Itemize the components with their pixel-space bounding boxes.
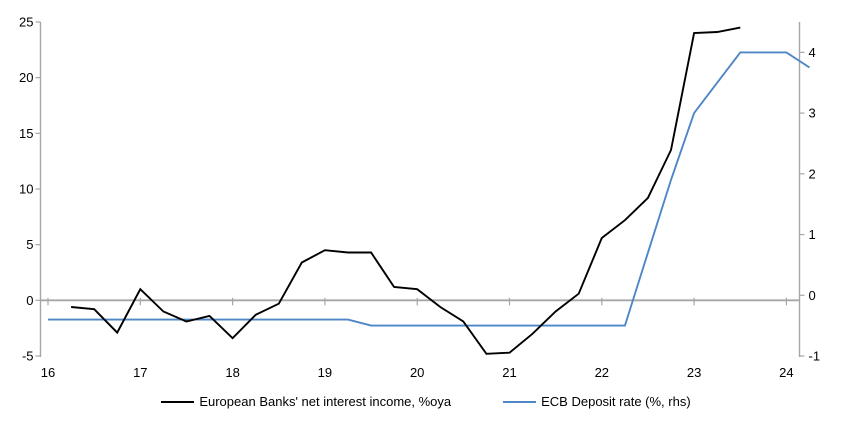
right-axis-tick-label: 1 [809, 227, 816, 242]
x-axis-tick-label: 22 [595, 365, 609, 380]
right-axis-tick-label: -1 [809, 349, 821, 364]
legend-label-net-interest-income: European Banks' net interest income, %oy… [199, 394, 452, 409]
left-axis-tick-label: 25 [19, 15, 33, 30]
left-axis-tick-label: -5 [22, 349, 34, 364]
blue-line-swatch [503, 400, 537, 403]
right-axis-tick-label: 0 [809, 288, 816, 303]
series-line-ecb-deposit-rate [48, 51, 811, 327]
x-axis-tick-label: 24 [779, 365, 793, 380]
right-axis-tick-label: 3 [809, 106, 816, 121]
black-line-swatch [161, 400, 195, 403]
x-axis-tick-label: 23 [687, 365, 701, 380]
x-axis-tick-label: 17 [133, 365, 147, 380]
left-axis-tick-label: 0 [26, 293, 33, 308]
x-axis-tick-label: 18 [225, 365, 239, 380]
left-axis-tick-label: 5 [26, 237, 33, 252]
x-axis-tick-label: 20 [410, 365, 424, 380]
legend-label-ecb-deposit-rate: ECB Deposit rate (%, rhs) [541, 394, 691, 409]
right-axis-tick-label: 2 [809, 166, 816, 181]
x-axis-tick-label: 19 [318, 365, 332, 380]
legend-item-net-interest-income: European Banks' net interest income, %oy… [161, 394, 451, 409]
legend: European Banks' net interest income, %oy… [0, 394, 852, 409]
left-axis-tick-label: 10 [19, 182, 33, 197]
left-axis-tick-label: 20 [19, 70, 33, 85]
series-line-net-interest-income [71, 26, 741, 355]
right-axis-tick-label: 4 [809, 45, 816, 60]
left-axis-tick-label: 15 [19, 126, 33, 141]
x-axis-tick-label: 21 [502, 365, 516, 380]
x-axis-tick-label: 16 [41, 365, 55, 380]
legend-item-ecb-deposit-rate: ECB Deposit rate (%, rhs) [503, 394, 691, 409]
